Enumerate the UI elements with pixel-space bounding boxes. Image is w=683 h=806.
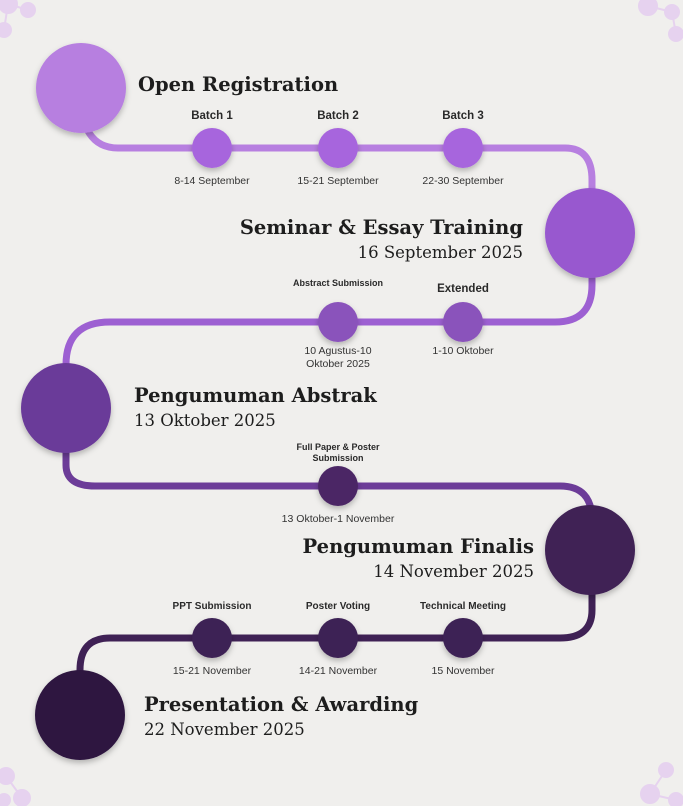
phase-date-pengumuman-finalis: 14 November 2025 [373,562,534,581]
milestone-title-poster-voting: Poster Voting [305,601,371,612]
phase-circle-seminar [545,188,635,278]
phase-date-seminar: 16 September 2025 [357,243,523,262]
milestone-dot-ppt-submission [192,618,232,658]
milestone-date-extended: 1-10 Oktober [432,345,494,357]
corner-decoration-bottom-left [0,767,31,806]
corner-decoration-top-right [638,0,683,42]
phase-title-open-registration: Open Registration [138,73,339,96]
phase-title-pengumuman-finalis: Pengumuman Finalis [302,535,534,558]
phase-date-presentation: 22 November 2025 [144,720,305,739]
milestone-title-technical-meeting: Technical Meeting [420,601,506,612]
milestone-title-batch-3: Batch 3 [442,110,484,122]
milestone-dot-batch-3 [443,128,483,168]
milestone-dot-full-paper [318,466,358,506]
milestone-date-poster-voting: 14-21 November [298,665,378,677]
milestone-title-batch-1: Batch 1 [191,110,233,122]
milestone-dot-batch-1 [192,128,232,168]
phase-date-pengumuman-abstrak: 13 Oktober 2025 [134,411,276,430]
phase-circle-open-registration [36,43,126,133]
milestone-dot-extended [443,302,483,342]
milestone-dot-technical-meeting [443,618,483,658]
corner-decoration-bottom-right [640,762,683,806]
corner-decoration-top-left [0,0,36,38]
milestone-title-full-paper: Full Paper & Poster Submission [296,442,380,463]
milestone-title-ppt-submission: PPT Submission [172,601,252,612]
milestone-date-full-paper: 13 Oktober-1 November [281,513,395,525]
phase-circle-pengumuman-abstrak [21,363,111,453]
milestone-dot-batch-2 [318,128,358,168]
milestone-title-batch-2: Batch 2 [317,110,359,122]
phase-title-pengumuman-abstrak: Pengumuman Abstrak [134,384,377,407]
milestone-date-abstract-submission: 10 Agustus-10 Oktober 2025 [304,345,372,370]
phase-circle-presentation [35,670,125,760]
milestone-date-batch-1: 8-14 September [174,175,250,187]
milestone-date-technical-meeting: 15 November [431,665,495,677]
milestone-date-ppt-submission: 15-21 November [172,665,252,677]
phase-title-seminar: Seminar & Essay Training [239,216,523,239]
milestone-date-batch-2: 15-21 September [297,175,379,187]
phase-title-presentation: Presentation & Awarding [144,693,419,716]
phase-circle-pengumuman-finalis [545,505,635,595]
milestone-title-extended: Extended [437,283,489,295]
milestone-dot-abstract-submission [318,302,358,342]
milestone-title-abstract-submission: Abstract Submission [292,278,384,288]
milestone-dot-poster-voting [318,618,358,658]
milestone-date-batch-3: 22-30 September [422,175,504,187]
